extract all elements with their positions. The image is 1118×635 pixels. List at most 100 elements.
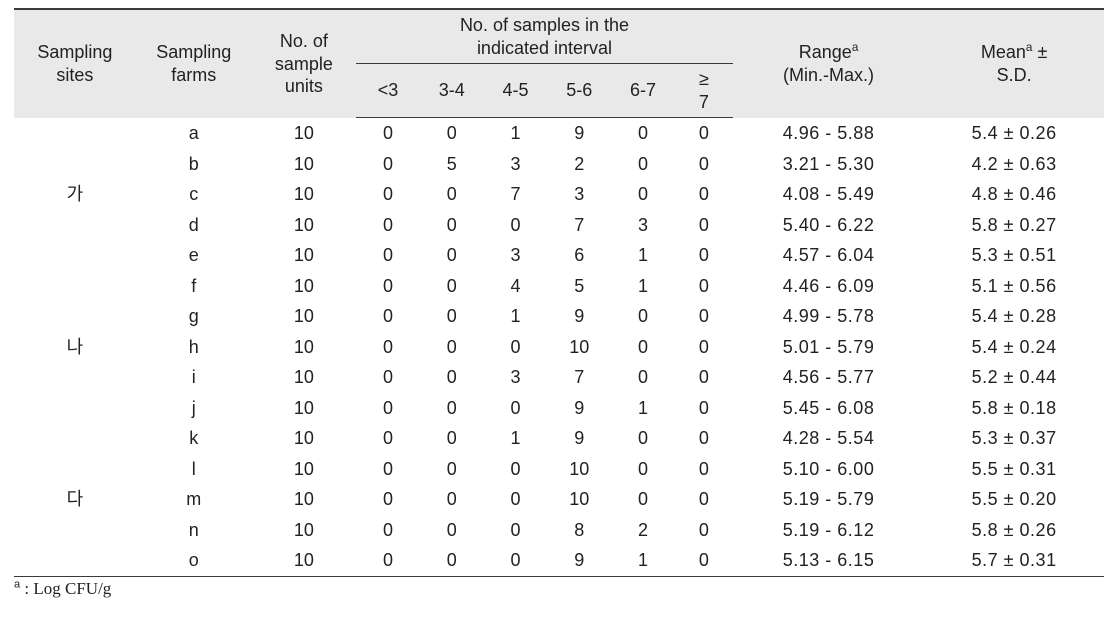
footnote-text: : Log CFU/g — [20, 579, 111, 598]
cell-mean: 5.8 ± 0.18 — [924, 393, 1104, 424]
cell-mean: 5.3 ± 0.37 — [924, 423, 1104, 454]
table-row: o100009105.13 - 6.155.7 ± 0.31 — [14, 545, 1104, 576]
cell-range: 3.21 - 5.30 — [733, 149, 924, 180]
cell-count: 1 — [611, 393, 675, 424]
cell-count: 0 — [484, 484, 548, 515]
cell-count: 0 — [420, 423, 484, 454]
cell-count: 9 — [547, 301, 611, 332]
table-footnote: a : Log CFU/g — [14, 577, 1104, 599]
cell-count: 0 — [356, 362, 420, 393]
cell-count: 7 — [547, 210, 611, 241]
cell-count: 0 — [420, 515, 484, 546]
cell-units: 10 — [252, 210, 356, 241]
cell-units: 10 — [252, 271, 356, 302]
table-header: Sampling sites Sampling farms No. of sam… — [14, 9, 1104, 118]
cell-count: 0 — [675, 423, 733, 454]
cell-count: 1 — [611, 240, 675, 271]
cell-farm: m — [136, 484, 252, 515]
cell-range: 4.96 - 5.88 — [733, 118, 924, 149]
cell-count: 1 — [611, 545, 675, 576]
cell-count: 0 — [420, 271, 484, 302]
table-row: n100008205.19 - 6.125.8 ± 0.26 — [14, 515, 1104, 546]
cell-range: 5.19 - 5.79 — [733, 484, 924, 515]
cell-units: 10 — [252, 332, 356, 363]
col-sampling-farms: Sampling farms — [136, 9, 252, 118]
cell-count: 10 — [547, 454, 611, 485]
cell-count: 0 — [484, 393, 548, 424]
cell-count: 0 — [675, 362, 733, 393]
cell-count: 0 — [611, 179, 675, 210]
cell-count: 0 — [356, 271, 420, 302]
cell-farm: k — [136, 423, 252, 454]
cell-count: 7 — [547, 362, 611, 393]
cell-count: 0 — [420, 301, 484, 332]
cell-mean: 5.3 ± 0.51 — [924, 240, 1104, 271]
cell-count: 0 — [356, 118, 420, 149]
cell-count: 3 — [484, 240, 548, 271]
cell-farm: c — [136, 179, 252, 210]
mean-pm: ± — [1037, 42, 1047, 62]
cell-count: 0 — [420, 118, 484, 149]
table-row: l1000010005.10 - 6.005.5 ± 0.31 — [14, 454, 1104, 485]
cell-count: 0 — [675, 301, 733, 332]
cell-count: 0 — [675, 271, 733, 302]
col-interval-5: ≥ 7 — [675, 64, 733, 118]
cell-count: 3 — [547, 179, 611, 210]
cell-range: 4.08 - 5.49 — [733, 179, 924, 210]
cell-mean: 5.8 ± 0.26 — [924, 515, 1104, 546]
cell-range: 5.01 - 5.79 — [733, 332, 924, 363]
cell-count: 5 — [547, 271, 611, 302]
cell-farm: h — [136, 332, 252, 363]
cell-site — [14, 240, 136, 271]
mean-label: Mean — [981, 42, 1026, 62]
cell-units: 10 — [252, 149, 356, 180]
cell-count: 0 — [484, 545, 548, 576]
cell-units: 10 — [252, 545, 356, 576]
cell-range: 4.57 - 6.04 — [733, 240, 924, 271]
cell-count: 0 — [611, 149, 675, 180]
cell-count: 0 — [356, 423, 420, 454]
cell-count: 9 — [547, 118, 611, 149]
table-row: f100045104.46 - 6.095.1 ± 0.56 — [14, 271, 1104, 302]
cell-units: 10 — [252, 454, 356, 485]
cell-count: 0 — [420, 240, 484, 271]
cell-units: 10 — [252, 515, 356, 546]
mean-sub: S.D. — [997, 65, 1032, 85]
col-interval-4: 6-7 — [611, 64, 675, 118]
cell-mean: 5.4 ± 0.26 — [924, 118, 1104, 149]
table-row: b100532003.21 - 5.304.2 ± 0.63 — [14, 149, 1104, 180]
cell-count: 0 — [675, 240, 733, 271]
table-row: k100019004.28 - 5.545.3 ± 0.37 — [14, 423, 1104, 454]
cell-count: 9 — [547, 423, 611, 454]
cell-count: 7 — [484, 179, 548, 210]
cell-site: 나 — [14, 332, 136, 363]
cell-farm: g — [136, 301, 252, 332]
cell-range: 4.46 - 6.09 — [733, 271, 924, 302]
cell-count: 0 — [420, 210, 484, 241]
cell-count: 0 — [420, 454, 484, 485]
cell-count: 2 — [547, 149, 611, 180]
cell-count: 0 — [356, 515, 420, 546]
cell-site — [14, 210, 136, 241]
cell-count: 1 — [484, 301, 548, 332]
cell-site — [14, 423, 136, 454]
cell-mean: 4.8 ± 0.46 — [924, 179, 1104, 210]
data-table: Sampling sites Sampling farms No. of sam… — [14, 8, 1104, 577]
cell-units: 10 — [252, 179, 356, 210]
cell-mean: 5.1 ± 0.56 — [924, 271, 1104, 302]
table-row: 나h1000010005.01 - 5.795.4 ± 0.24 — [14, 332, 1104, 363]
table-row: i100037004.56 - 5.775.2 ± 0.44 — [14, 362, 1104, 393]
cell-site — [14, 149, 136, 180]
cell-range: 5.10 - 6.00 — [733, 454, 924, 485]
cell-farm: o — [136, 545, 252, 576]
cell-site — [14, 393, 136, 424]
col-interval-3: 5-6 — [547, 64, 611, 118]
cell-site: 다 — [14, 484, 136, 515]
range-label: Range — [799, 42, 852, 62]
cell-mean: 4.2 ± 0.63 — [924, 149, 1104, 180]
cell-count: 0 — [675, 179, 733, 210]
cell-count: 0 — [675, 118, 733, 149]
cell-farm: l — [136, 454, 252, 485]
mean-sup: a — [1026, 41, 1033, 54]
cell-count: 0 — [484, 515, 548, 546]
